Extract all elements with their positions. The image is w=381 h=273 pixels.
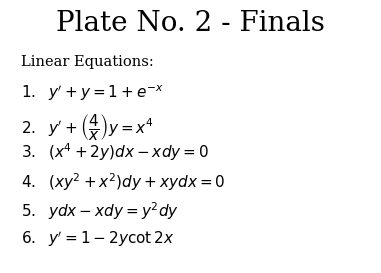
Text: $\mathit{4.}$  $(xy^2 + x^2)dy + xydx = 0$: $\mathit{4.}$ $(xy^2 + x^2)dy + xydx = 0… — [21, 171, 225, 192]
Text: $\mathit{5.}$  $ydx - xdy = y^2dy$: $\mathit{5.}$ $ydx - xdy = y^2dy$ — [21, 200, 179, 222]
Text: Linear Equations:: Linear Equations: — [21, 55, 154, 69]
Text: Plate No. 2 - Finals: Plate No. 2 - Finals — [56, 10, 325, 37]
Text: $\mathit{3.}$  $(x^4 + 2y)dx - xdy = 0$: $\mathit{3.}$ $(x^4 + 2y)dx - xdy = 0$ — [21, 142, 209, 163]
Text: $\mathit{2.}$  $y' + \left(\dfrac{4}{x}\right)y = x^4$: $\mathit{2.}$ $y' + \left(\dfrac{4}{x}\r… — [21, 112, 154, 143]
Text: $\mathit{6.}$  $y' = 1 - 2y\cot 2x$: $\mathit{6.}$ $y' = 1 - 2y\cot 2x$ — [21, 229, 174, 249]
Text: $\mathit{1.}$  $y' + y = 1 + e^{-x}$: $\mathit{1.}$ $y' + y = 1 + e^{-x}$ — [21, 83, 164, 103]
